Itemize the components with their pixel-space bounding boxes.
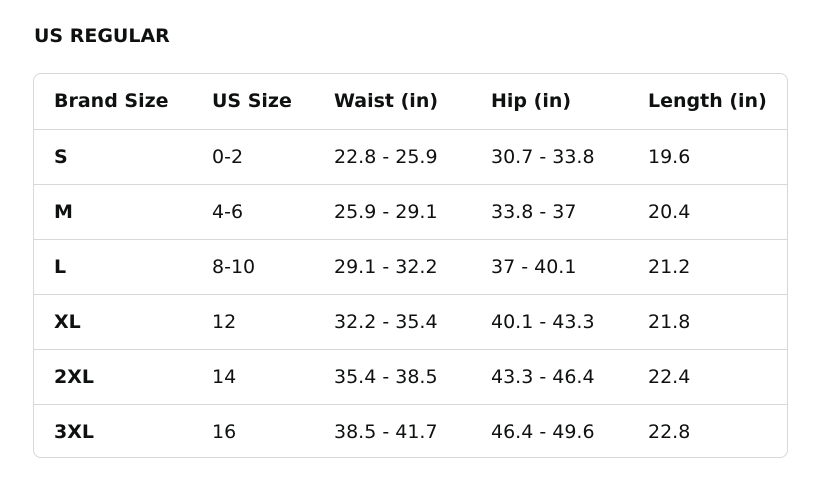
hip-cell: 46.4 - 49.6 bbox=[471, 403, 628, 457]
table-header: Brand Size US Size Waist (in) Hip (in) L… bbox=[34, 74, 787, 129]
length-cell: 22.4 bbox=[628, 348, 787, 404]
size-chart-table: Brand Size US Size Waist (in) Hip (in) L… bbox=[34, 74, 787, 457]
table-row: L 8-10 29.1 - 32.2 37 - 40.1 21.2 bbox=[34, 238, 787, 294]
waist-cell: 32.2 - 35.4 bbox=[314, 293, 471, 349]
hip-cell: 37 - 40.1 bbox=[471, 238, 628, 294]
size-chart-table-container: Brand Size US Size Waist (in) Hip (in) L… bbox=[33, 73, 788, 458]
table-row: M 4-6 25.9 - 29.1 33.8 - 37 20.4 bbox=[34, 183, 787, 239]
hip-cell: 33.8 - 37 bbox=[471, 183, 628, 239]
waist-cell: 22.8 - 25.9 bbox=[314, 128, 471, 184]
brand-size-cell: XL bbox=[34, 293, 192, 349]
length-cell: 21.2 bbox=[628, 238, 787, 294]
us-size-cell: 16 bbox=[192, 403, 314, 457]
hip-cell: 43.3 - 46.4 bbox=[471, 348, 628, 404]
us-size-cell: 14 bbox=[192, 348, 314, 404]
waist-cell: 29.1 - 32.2 bbox=[314, 238, 471, 294]
brand-size-cell: M bbox=[34, 183, 192, 239]
brand-size-cell: S bbox=[34, 128, 192, 184]
table-row: 3XL 16 38.5 - 41.7 46.4 - 49.6 22.8 bbox=[34, 403, 787, 457]
brand-size-cell: 3XL bbox=[34, 403, 192, 457]
column-header-length: Length (in) bbox=[648, 90, 767, 113]
column-header-us-size: US Size bbox=[212, 90, 292, 113]
length-cell: 20.4 bbox=[628, 183, 787, 239]
table-row: XL 12 32.2 - 35.4 40.1 - 43.3 21.8 bbox=[34, 293, 787, 349]
length-cell: 19.6 bbox=[628, 128, 787, 184]
brand-size-cell: L bbox=[34, 238, 192, 294]
table-row: 2XL 14 35.4 - 38.5 43.3 - 46.4 22.4 bbox=[34, 348, 787, 404]
waist-cell: 25.9 - 29.1 bbox=[314, 183, 471, 239]
waist-cell: 38.5 - 41.7 bbox=[314, 403, 471, 457]
column-header-hip: Hip (in) bbox=[491, 90, 572, 113]
table-body: S 0-2 22.8 - 25.9 30.7 - 33.8 19.6 M 4-6… bbox=[34, 128, 787, 457]
hip-cell: 40.1 - 43.3 bbox=[471, 293, 628, 349]
us-size-cell: 12 bbox=[192, 293, 314, 349]
us-size-cell: 8-10 bbox=[192, 238, 314, 294]
waist-cell: 35.4 - 38.5 bbox=[314, 348, 471, 404]
header-row: Brand Size US Size Waist (in) Hip (in) L… bbox=[34, 74, 787, 129]
us-size-cell: 4-6 bbox=[192, 183, 314, 239]
table-row: S 0-2 22.8 - 25.9 30.7 - 33.8 19.6 bbox=[34, 128, 787, 184]
length-cell: 22.8 bbox=[628, 403, 787, 457]
column-header-brand-size: Brand Size bbox=[54, 90, 169, 113]
us-size-cell: 0-2 bbox=[192, 128, 314, 184]
brand-size-cell: 2XL bbox=[34, 348, 192, 404]
section-title: US REGULAR bbox=[34, 25, 170, 47]
hip-cell: 30.7 - 33.8 bbox=[471, 128, 628, 184]
column-header-waist: Waist (in) bbox=[334, 90, 439, 113]
length-cell: 21.8 bbox=[628, 293, 787, 349]
